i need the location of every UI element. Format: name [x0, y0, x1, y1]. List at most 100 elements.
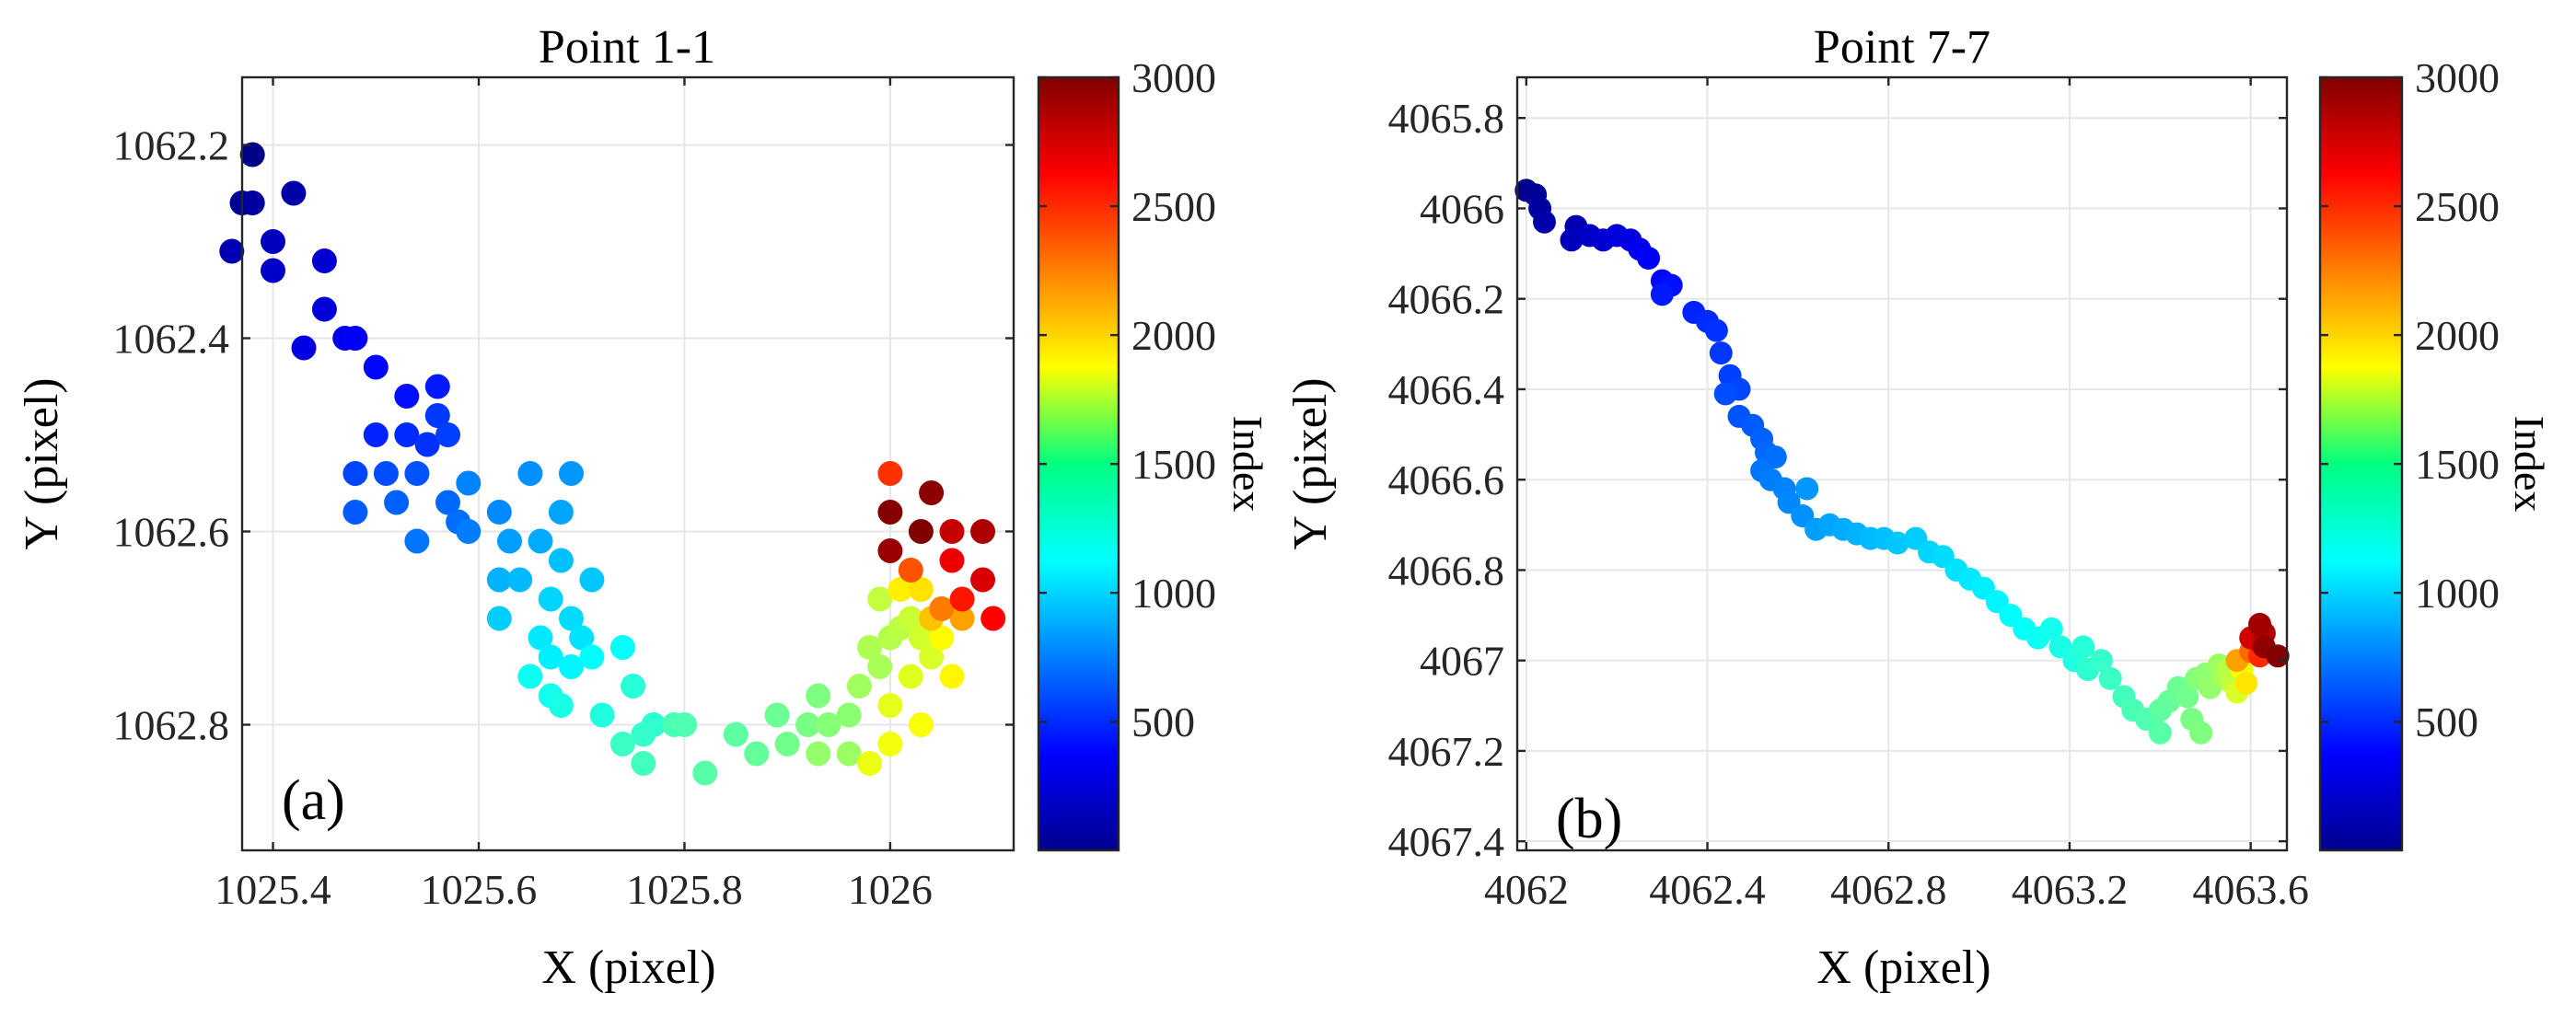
x-tick-label: 1026 — [848, 866, 933, 913]
data-point — [908, 712, 934, 737]
data-point — [342, 500, 368, 525]
data-point — [2266, 644, 2290, 668]
colorbar-tick-label: 500 — [2415, 698, 2478, 745]
data-point — [373, 461, 399, 486]
colorbar-tick-label: 1500 — [2415, 441, 2500, 488]
data-point — [877, 461, 903, 486]
data-point — [424, 374, 450, 399]
data-point — [2176, 685, 2199, 709]
chart-a-plot-area — [240, 75, 1015, 852]
x-tick-label: 1025.4 — [215, 866, 331, 913]
data-point — [2039, 617, 2063, 641]
chart-b-colorbar-label: Index — [2506, 416, 2553, 513]
chart-b-title: Point 7-7 — [1814, 21, 1990, 74]
chart-b-y-axis-label: Y (pixel) — [1284, 377, 1337, 549]
data-point — [384, 490, 410, 515]
data-point — [261, 258, 285, 283]
data-point — [569, 625, 595, 651]
data-point — [2189, 721, 2213, 745]
data-point — [1533, 210, 1556, 234]
x-tick-label: 1025.8 — [626, 866, 743, 913]
data-point — [621, 674, 646, 698]
colorbar-tick-label: 2500 — [2415, 183, 2500, 230]
data-point — [970, 519, 995, 544]
x-tick-label: 1025.6 — [421, 866, 538, 913]
data-point — [836, 702, 862, 728]
y-tick-label: 1062.4 — [113, 316, 230, 363]
chart-b-x-axis-label: X (pixel) — [1816, 941, 1990, 994]
y-tick-label: 1062.6 — [113, 509, 230, 556]
data-point — [363, 354, 389, 380]
y-tick-label: 4066 — [1420, 185, 1504, 232]
chart-b-points — [1514, 179, 2290, 745]
chart-a: Point 1-1 1025.4 1025.6 1025.8 10261062.210… — [16, 21, 1271, 994]
data-point — [559, 461, 584, 486]
y-tick-label: 4066.4 — [1388, 366, 1505, 413]
data-point — [394, 422, 420, 447]
data-point — [497, 528, 522, 554]
data-point — [806, 741, 831, 767]
data-point — [1650, 283, 1674, 306]
data-point — [939, 548, 965, 573]
y-tick-label: 4067.2 — [1388, 728, 1505, 775]
chart-a-colorbar-label: Index — [1224, 416, 1271, 513]
data-point — [579, 567, 605, 593]
data-point — [867, 654, 893, 679]
data-point — [877, 693, 903, 718]
data-point — [517, 664, 543, 689]
data-point — [456, 519, 482, 544]
chart-a-title: Point 1-1 — [539, 21, 715, 74]
data-point — [836, 741, 862, 767]
data-point — [424, 403, 450, 428]
x-tick-label: 4062.8 — [1830, 866, 1947, 913]
chart-b-grid — [1517, 77, 2287, 850]
data-point — [548, 548, 574, 573]
data-point — [1709, 341, 1733, 365]
data-point — [239, 190, 265, 215]
chart-b-colorbar-ticks: 500 1000 1500 2000 2500 3000 — [2320, 54, 2500, 745]
data-point — [1704, 318, 1728, 342]
data-point — [435, 490, 460, 515]
data-point — [404, 461, 430, 486]
data-point — [877, 732, 903, 756]
data-point — [1560, 228, 1584, 252]
colorbar-tick-label: 3000 — [2415, 54, 2500, 101]
data-point — [2248, 612, 2271, 636]
data-point — [281, 180, 307, 206]
data-point — [528, 625, 553, 651]
data-point — [949, 586, 975, 612]
data-point — [631, 751, 656, 776]
data-point — [363, 422, 389, 447]
data-point — [486, 567, 512, 593]
data-point — [898, 558, 923, 583]
colorbar-tick-label: 2000 — [1131, 312, 1216, 359]
chart-b-ticks: 4062 4062.4 4062.8 4063.2 4063.6 4065.8 4066 40… — [1388, 77, 2309, 913]
y-tick-label: 4066.2 — [1388, 276, 1505, 323]
data-point — [435, 422, 460, 447]
data-point — [261, 229, 285, 254]
chart-b-panel-label: (b) — [1556, 788, 1622, 850]
chart-a-points — [219, 142, 1006, 786]
data-point — [877, 538, 903, 563]
data-point — [538, 644, 563, 670]
data-point — [239, 142, 265, 167]
data-point — [744, 741, 770, 767]
data-point — [908, 519, 934, 544]
data-point — [559, 654, 584, 679]
data-point — [919, 480, 945, 505]
y-tick-label: 4066.8 — [1388, 547, 1505, 594]
data-point — [919, 644, 945, 670]
data-point — [414, 432, 440, 457]
data-point — [342, 326, 368, 351]
data-point — [723, 722, 748, 747]
data-point — [538, 586, 563, 612]
data-point — [394, 384, 420, 409]
chart-b: Point 7-7 4062 4062.4 4062.8 4063.2 4063.640… — [1284, 21, 2553, 994]
chart-b-colorbar — [2318, 75, 2404, 852]
data-point — [846, 674, 872, 698]
data-point — [548, 500, 574, 525]
data-point — [311, 248, 337, 273]
data-point — [939, 519, 965, 544]
data-point — [559, 606, 584, 631]
